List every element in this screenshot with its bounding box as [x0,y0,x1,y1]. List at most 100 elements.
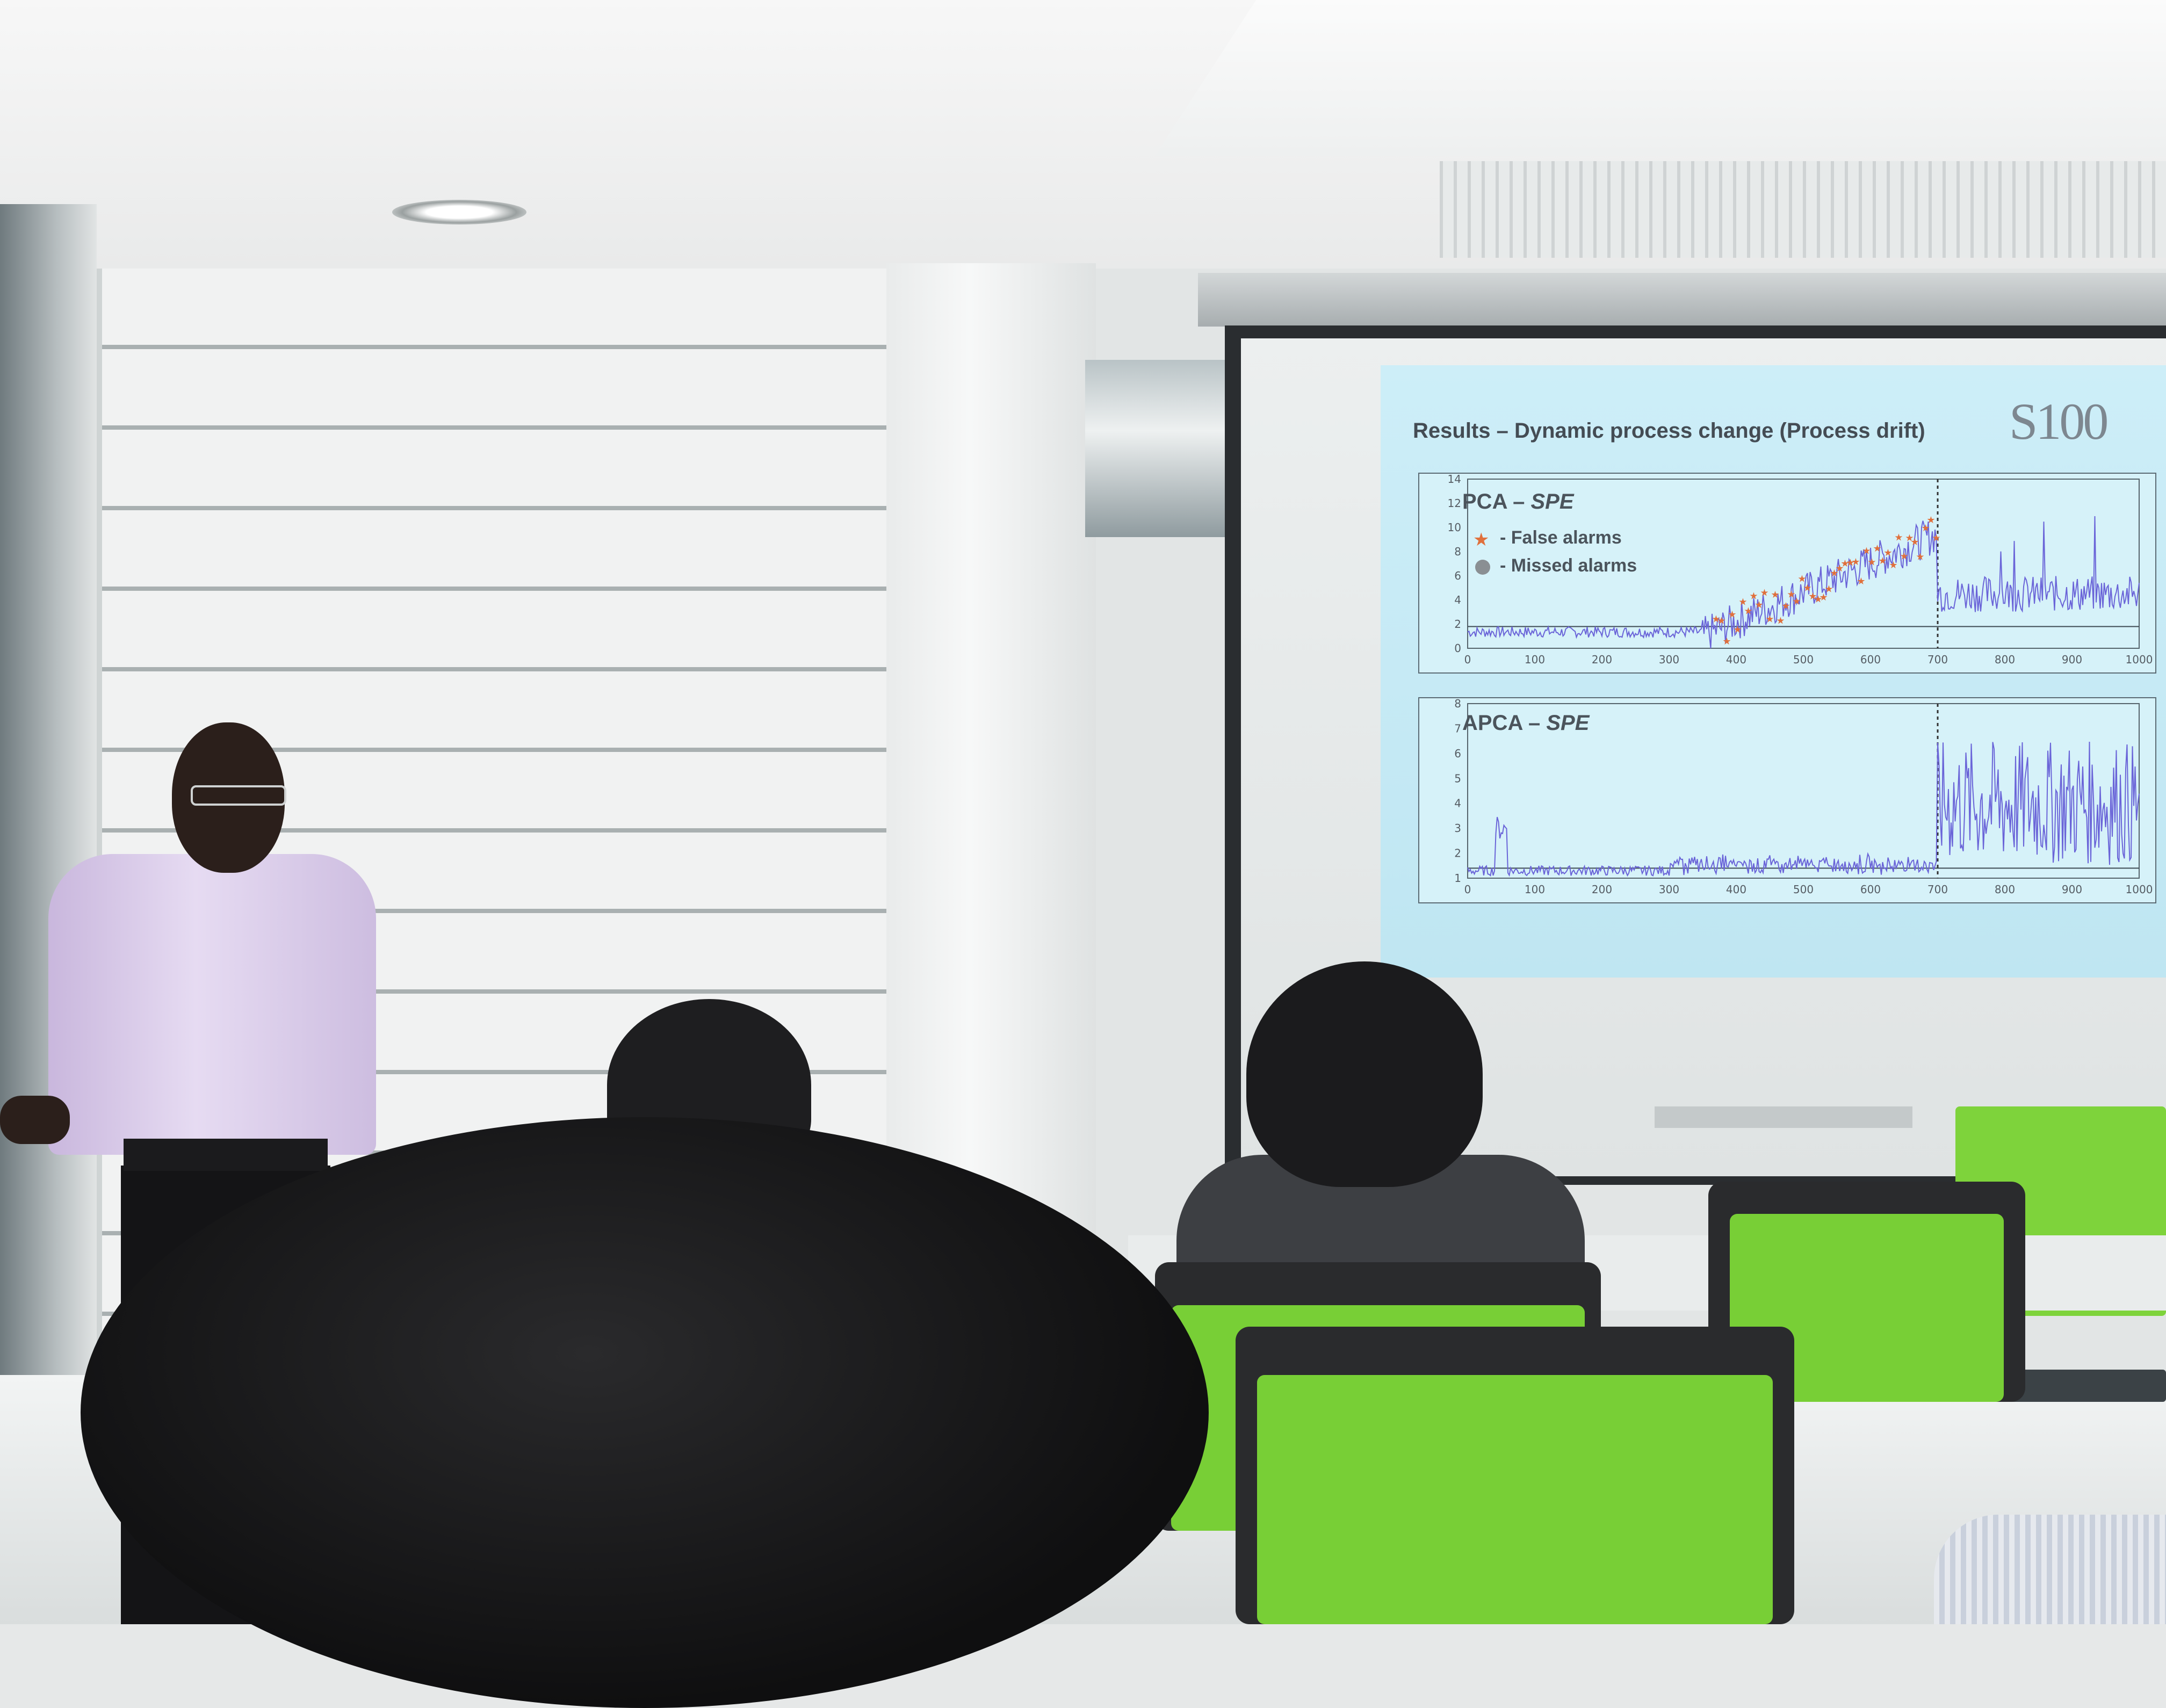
pca-false-alarm-marker: ★ [1835,563,1844,574]
pca-false-alarm-marker: ★ [1808,591,1817,602]
apca-plot-frame [1467,703,2140,879]
pca-false-alarm-marker: ★ [1862,546,1871,557]
pca-spe-label: PCA – SPE [1462,490,1574,514]
pca-y-tick-label: 4 [1454,594,1461,606]
pca-false-alarm-marker: ★ [1797,574,1806,585]
pca-false-alarm-marker: ★ [1738,597,1747,608]
slide-title: Results – Dynamic process change (Proces… [1413,419,1925,443]
apca-x-tick-label: 100 [1525,883,1545,896]
pca-false-alarm-marker: ★ [1787,589,1795,600]
pca-x-tick-label: 100 [1525,653,1545,666]
apca-spe-plot: 1 2 3 4 5 6 7 8 0 100 200 300 400 500 600 700 800 900 1000… [1418,697,2156,903]
pca-false-alarm-marker: ★ [1792,596,1801,607]
pca-false-alarm-marker: ★ [1840,558,1849,569]
audience-arm [1934,1515,2166,1624]
audience-member-head [1246,961,1483,1187]
pca-false-alarm-marker: ★ [1771,589,1779,600]
pca-false-alarm-marker: ★ [1830,568,1838,579]
apca-y-tick-label: 7 [1454,722,1461,735]
pca-false-alarm-marker: ★ [1744,605,1752,617]
pca-false-alarm-marker: ★ [1781,600,1790,612]
pca-false-alarm-marker: ★ [1900,551,1908,562]
pca-label-main: PCA – [1462,490,1531,513]
apca-x-tick-label: 0 [1464,883,1471,896]
pca-false-alarm-marker: ★ [1926,515,1935,526]
pca-false-alarm-marker: ★ [1894,532,1903,543]
apca-y-tick-label: 8 [1454,698,1461,710]
logo-text: S100 [2009,393,2109,450]
apca-x-tick-label: 900 [2062,883,2082,896]
pca-x-tick-label: 700 [1927,653,1948,666]
pca-false-alarm-marker: ★ [1878,555,1887,567]
pca-y-tick-label: 12 [1448,497,1461,510]
pca-false-alarm-marker: ★ [1760,587,1768,598]
s100-logo: S100 [2009,395,2149,448]
pca-y-tick-label: 8 [1454,545,1461,558]
ceiling-bulkhead [1155,0,2166,156]
pca-false-alarm-marker: ★ [1733,624,1742,635]
apca-y-tick-label: 3 [1454,822,1461,835]
pca-false-alarm-marker: ★ [1883,547,1892,559]
apca-x-tick-label: 400 [1726,883,1746,896]
green-chair-front [1236,1327,1794,1624]
pca-false-alarm-marker: ★ [1776,615,1785,626]
pca-false-alarm-marker: ★ [1814,594,1822,605]
pca-series-line [1467,516,2140,649]
pca-false-alarm-marker: ★ [1728,609,1736,620]
pca-false-alarm-marker: ★ [1819,592,1828,603]
pca-false-alarm-marker: ★ [1932,532,1940,544]
pca-y-tick-label: 6 [1454,569,1461,582]
pca-x-tick-label: 900 [2062,653,2082,666]
ceiling-downlight [392,200,526,225]
pca-false-alarm-marker: ★ [1765,614,1774,625]
projector-screen-housing [1198,273,2166,327]
apca-x-tick-label: 1000 [2126,883,2153,896]
ceiling-vent [1440,161,2166,258]
presenter-shirt [48,854,376,1155]
apca-x-tick-label: 500 [1793,883,1814,896]
pca-y-tick-label: 14 [1448,474,1461,486]
pca-false-alarm-marker: ★ [1910,537,1919,548]
pca-x-tick-label: 1000 [2126,653,2153,666]
pca-false-alarm-marker: ★ [1749,590,1758,602]
pca-spe-chart-svg: ★★★★★★★★★★★★★★★★★★★★★★★★★★★★★★★★★★★★★★★★… [1448,474,2153,666]
apca-spe-label: APCA – SPE [1462,711,1589,735]
pca-spe-plot: ★ ★ ★ ★ ★ ★ ★ ★ ★ ★ ★ ★ ★ ★ ★ ★ ★ ★ ★ ★ ★ ★ ★ ★ ★ ★ ★ ★ ★ ★ ★ ★ ★ ★ ★ ★ ★ ★ ★ ★… [1418,473,2156,674]
apca-series-line [1467,741,2140,877]
presenter-glasses [191,785,286,806]
window [1085,360,1230,537]
pca-label-italic: SPE [1530,490,1574,513]
apca-label-main: APCA – [1462,711,1547,735]
apca-y-tick-label: 1 [1454,872,1461,885]
pca-false-alarm-marker: ★ [1867,556,1876,568]
legend-false-alarms: - False alarms [1500,527,1622,548]
pca-false-alarm-marker: ★ [1824,583,1833,595]
pca-y-tick-label: 0 [1454,642,1461,655]
apca-x-tick-label: 700 [1927,883,1948,896]
legend-missed-alarms: - Missed alarms [1500,555,1637,576]
presenter-hand [0,1096,70,1144]
circle-icon [1475,560,1490,575]
apca-y-tick-label: 6 [1454,747,1461,760]
pca-false-alarm-marker: ★ [1846,557,1854,568]
apca-spe-chart-svg: 1 2 3 4 5 6 7 8 0 100 200 300 400 500 600 700 800 900 1000 [1454,698,2153,896]
wall-shelf [1655,1106,1912,1128]
chair-seat [1257,1375,1773,1624]
pca-x-tick-label: 400 [1726,653,1746,666]
apca-x-tick-label: 200 [1592,883,1612,896]
pca-y-tick-label: 10 [1448,521,1461,534]
apca-x-tick-label: 300 [1659,883,1679,896]
pca-false-alarm-marker: ★ [1889,560,1897,571]
apca-y-tick-label: 4 [1454,797,1461,810]
apca-y-tick-label: 2 [1454,847,1461,860]
foreground-audience-head [81,1117,1209,1708]
pca-false-alarm-marker: ★ [1755,599,1763,611]
pca-x-tick-label: 200 [1592,653,1612,666]
apca-y-tick-label: 5 [1454,772,1461,785]
apca-x-tick-label: 600 [1860,883,1881,896]
pca-false-alarm-marker: ★ [1873,543,1881,554]
pca-plot-frame [1467,479,2140,649]
projected-slide: Results – Dynamic process change (Proces… [1381,365,2166,978]
pca-x-tick-label: 600 [1860,653,1881,666]
pca-false-alarm-marker: ★ [1916,551,1924,562]
